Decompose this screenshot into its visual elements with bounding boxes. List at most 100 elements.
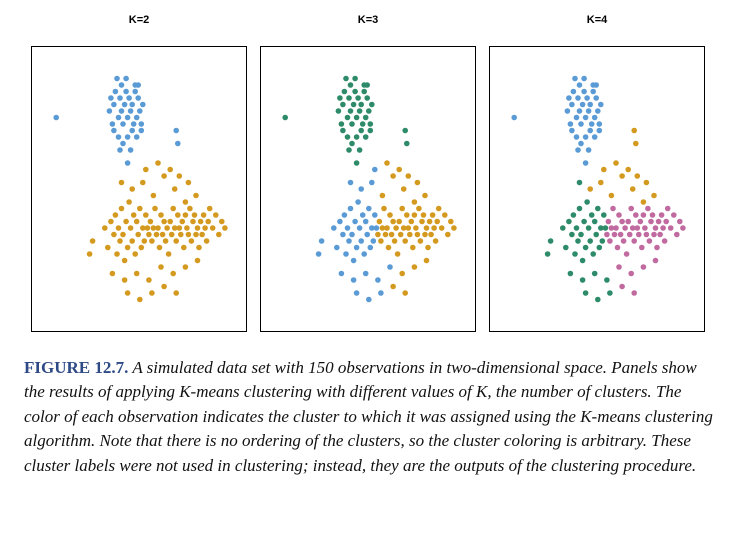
data-point-cluster-2 [115, 225, 122, 231]
data-point-cluster-3 [405, 225, 412, 231]
data-point-cluster-3 [391, 238, 398, 244]
data-point-cluster-2 [184, 225, 190, 231]
data-point-cluster-1 [353, 160, 360, 166]
data-point-cluster-2 [203, 238, 210, 244]
data-point-cluster-2 [358, 238, 364, 244]
data-point-cluster-4 [663, 218, 669, 225]
data-point-cluster-1 [358, 101, 364, 108]
data-point-cluster-2 [372, 212, 378, 218]
scatter-svg-k3 [282, 75, 457, 303]
data-point-cluster-2 [129, 238, 135, 244]
data-point-cluster-1 [367, 121, 374, 127]
data-point-cluster-3 [419, 218, 425, 225]
data-point-cluster-2 [196, 244, 202, 251]
data-point-cluster-1 [340, 127, 346, 134]
data-point-cluster-2 [178, 231, 184, 238]
data-point-cluster-2 [625, 166, 631, 173]
data-point-cluster-2 [176, 225, 183, 231]
data-point-cluster-1 [570, 88, 577, 95]
data-point-cluster-1 [582, 134, 589, 140]
data-point-cluster-3 [422, 192, 428, 199]
data-point-cluster-4 [636, 231, 642, 238]
data-point-cluster-3 [595, 296, 601, 303]
data-point-cluster-2 [161, 218, 167, 225]
data-point-cluster-2 [144, 225, 151, 231]
data-point-cluster-1 [402, 127, 408, 134]
data-point-cluster-1 [352, 75, 358, 82]
data-point-cluster-2 [205, 218, 211, 225]
data-point-cluster-4 [613, 225, 619, 231]
scatter-svg-k2 [53, 75, 228, 303]
data-point-cluster-2 [358, 186, 364, 192]
data-point-cluster-2 [200, 212, 207, 218]
data-point-cluster-2 [161, 173, 167, 179]
data-point-cluster-4 [634, 225, 641, 231]
data-point-cluster-1 [129, 127, 135, 134]
data-point-cluster-2 [651, 192, 657, 199]
data-point-cluster-4 [651, 231, 657, 238]
data-point-cluster-1 [572, 75, 578, 82]
data-point-cluster-3 [582, 244, 589, 251]
data-point-cluster-3 [569, 231, 575, 238]
data-point-cluster-1 [564, 108, 571, 114]
data-point-cluster-4 [660, 225, 666, 231]
data-point-cluster-1 [362, 114, 369, 121]
data-point-cluster-2 [341, 212, 348, 218]
data-point-cluster-3 [397, 231, 404, 238]
data-point-cluster-3 [431, 225, 437, 231]
data-point-cluster-4 [674, 231, 680, 238]
data-point-cluster-2 [105, 244, 111, 251]
data-point-cluster-2 [361, 251, 367, 257]
data-point-cluster-2 [155, 225, 161, 231]
data-point-cluster-3 [434, 218, 440, 225]
data-point-cluster-3 [435, 205, 442, 212]
data-point-cluster-4 [608, 225, 615, 231]
data-point-cluster-3 [579, 277, 586, 283]
data-point-cluster-2 [640, 199, 647, 205]
data-point-cluster-1 [135, 95, 141, 101]
data-point-cluster-1 [588, 121, 595, 127]
data-point-cluster-2 [155, 160, 161, 166]
data-point-cluster-3 [576, 205, 583, 212]
panel-title-k3: K=3 [357, 14, 379, 26]
data-point-cluster-3 [598, 225, 604, 231]
data-point-cluster-3 [426, 218, 433, 225]
data-point-cluster-2 [86, 251, 93, 257]
data-point-cluster-3 [408, 218, 415, 225]
data-point-cluster-2 [353, 244, 360, 251]
data-point-cluster-1 [356, 147, 363, 153]
data-point-cluster-1 [369, 101, 375, 108]
data-point-cluster-1 [575, 147, 581, 153]
data-point-cluster-4 [611, 231, 618, 238]
data-point-cluster-3 [428, 231, 434, 238]
data-point-cluster-1 [127, 108, 134, 114]
data-point-cluster-1 [338, 121, 345, 127]
data-point-cluster-2 [149, 290, 155, 296]
data-point-cluster-2 [173, 290, 179, 296]
data-point-cluster-2 [193, 192, 199, 199]
data-point-cluster-2 [133, 218, 140, 225]
data-point-cluster-4 [629, 225, 636, 231]
data-point-cluster-3 [405, 173, 412, 179]
data-point-cluster-3 [451, 225, 457, 231]
data-point-cluster-4 [654, 244, 660, 251]
data-point-cluster-2 [120, 231, 126, 238]
data-point-cluster-4 [614, 244, 621, 251]
data-point-cluster-3 [402, 238, 408, 244]
data-point-cluster-2 [199, 231, 205, 238]
data-point-cluster-4 [628, 270, 634, 277]
data-point-cluster-1 [347, 82, 354, 88]
data-point-cluster-2 [137, 296, 143, 303]
caption-text: A simulated data set with 150 observatio… [24, 358, 713, 475]
data-point-cluster-4 [607, 238, 613, 244]
data-point-cluster-2 [190, 218, 196, 225]
data-point-cluster-2 [141, 238, 148, 244]
data-point-cluster-2 [170, 270, 176, 277]
data-point-cluster-3 [414, 179, 421, 186]
data-point-cluster-2 [129, 186, 135, 192]
data-point-cluster-2 [356, 225, 363, 231]
data-point-cluster-2 [601, 166, 607, 173]
data-point-cluster-1 [133, 134, 140, 140]
data-point-cluster-2 [629, 186, 636, 192]
data-point-cluster-2 [362, 218, 369, 225]
